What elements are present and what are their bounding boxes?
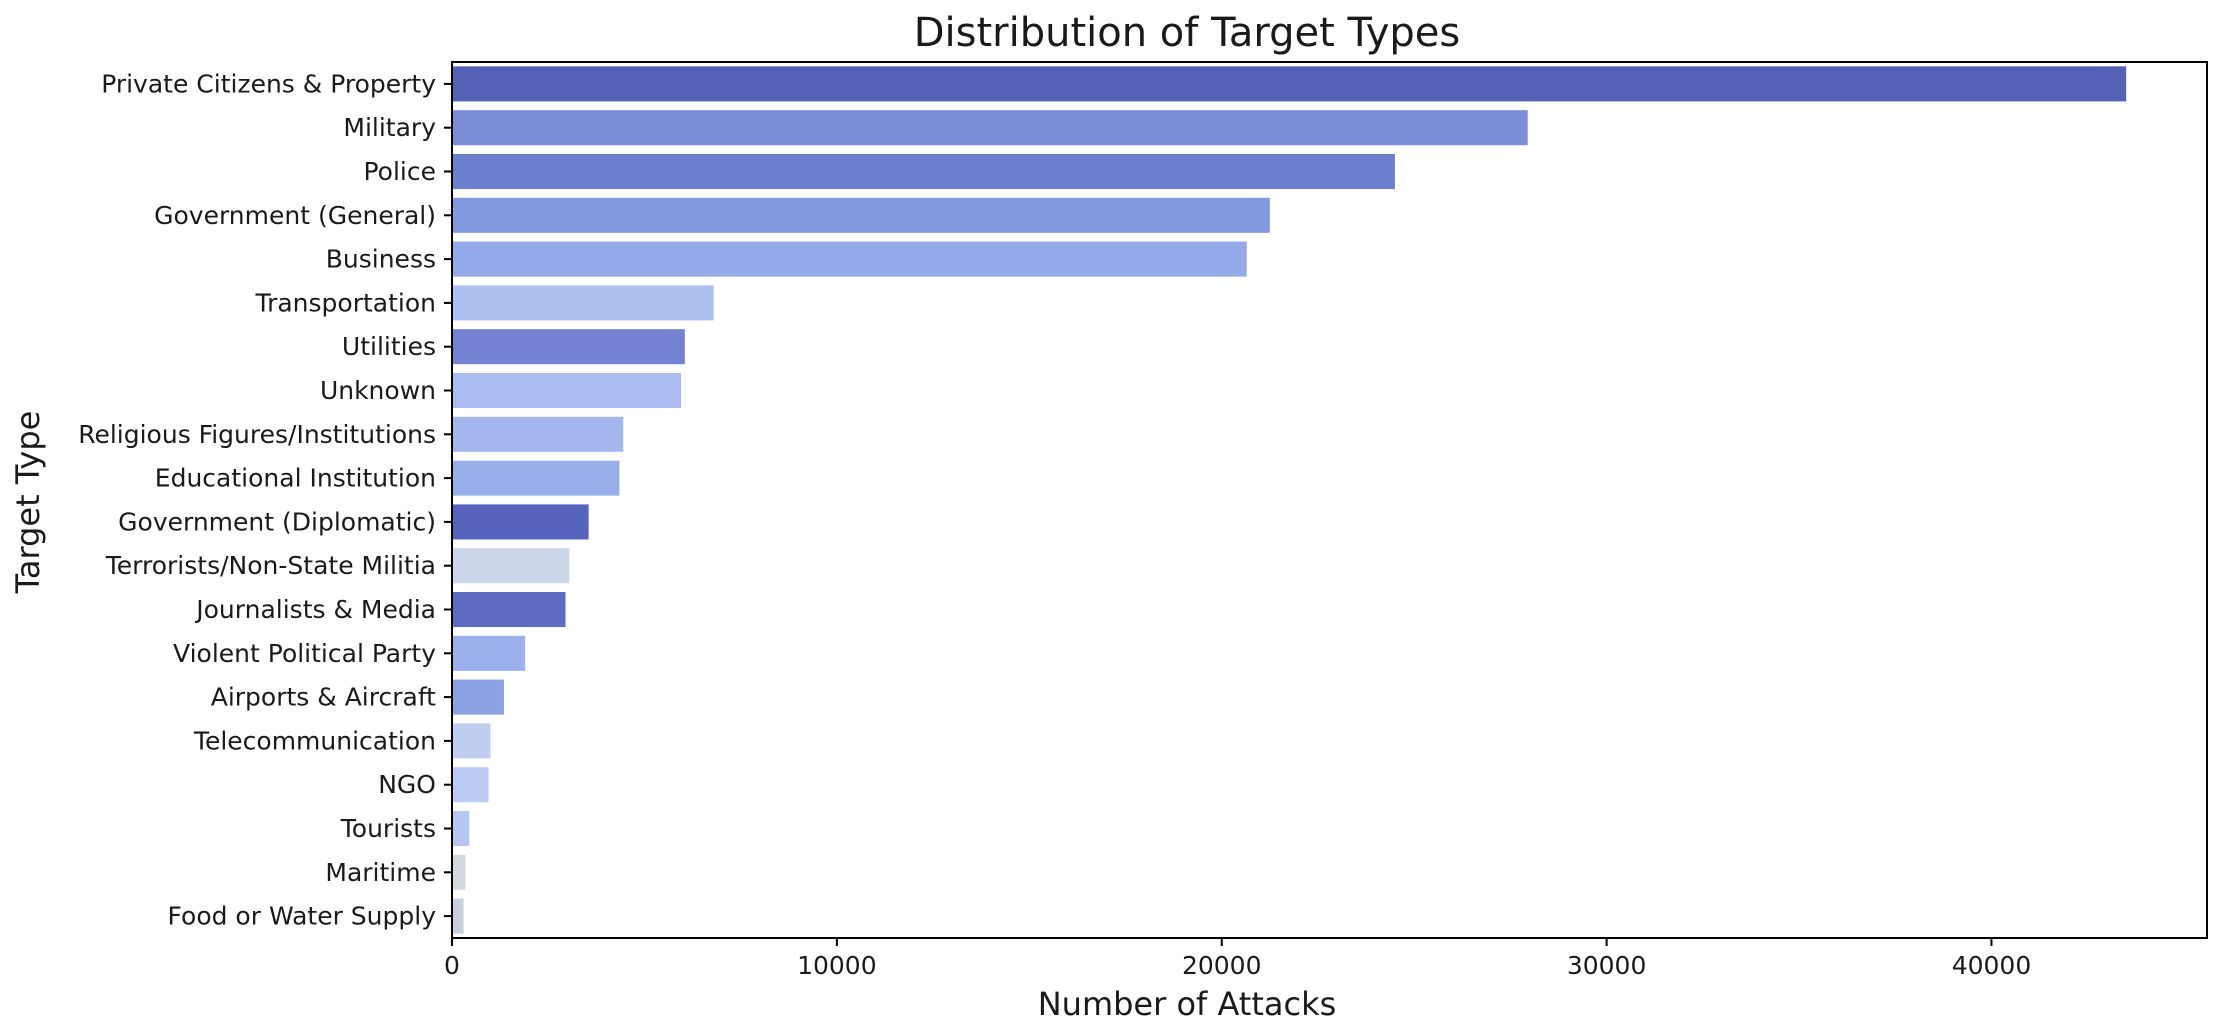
bar-military bbox=[452, 110, 1528, 146]
bar-government-diplomatic bbox=[452, 504, 589, 540]
bar-airports-aircraft bbox=[452, 679, 504, 715]
category-label: Government (General) bbox=[154, 201, 436, 230]
bar-unknown bbox=[452, 372, 681, 409]
bar-tourists bbox=[452, 810, 470, 847]
category-label: Terrorists/Non-State Militia bbox=[105, 551, 436, 580]
category-label: Military bbox=[343, 113, 436, 142]
bars-layer bbox=[452, 66, 2127, 934]
bar-police bbox=[452, 153, 1395, 190]
category-label: Business bbox=[326, 245, 436, 274]
category-label: Utilities bbox=[342, 332, 436, 361]
category-label: Transportation bbox=[254, 288, 436, 317]
bar-telecommunication bbox=[452, 723, 491, 759]
category-label: Religious Figures/Institutions bbox=[78, 420, 436, 449]
x-axis-ticks: 0 10000 20000 30000 40000 bbox=[444, 938, 2031, 980]
category-label: Violent Political Party bbox=[173, 639, 436, 668]
category-label: Unknown bbox=[320, 376, 436, 405]
category-label: Maritime bbox=[325, 858, 436, 887]
bar-transportation bbox=[452, 285, 714, 321]
category-label: Telecommunication bbox=[193, 726, 436, 755]
bar-government-general bbox=[452, 197, 1270, 233]
category-label: Educational Institution bbox=[155, 464, 436, 493]
bar-private-citizens-property bbox=[452, 66, 2127, 102]
category-label: Airports & Aircraft bbox=[211, 683, 436, 712]
bar-religious-figures-institutions bbox=[452, 416, 624, 452]
category-label: Tourists bbox=[340, 814, 436, 843]
bar-ngo bbox=[452, 767, 489, 803]
bar-utilities bbox=[452, 329, 685, 365]
category-label: Food or Water Supply bbox=[168, 902, 437, 931]
x-tick-label: 0 bbox=[444, 951, 460, 980]
category-label: NGO bbox=[378, 770, 436, 799]
bar-educational-institution bbox=[452, 460, 620, 496]
y-axis-label: Target Type bbox=[9, 411, 47, 595]
category-label: Government (Diplomatic) bbox=[118, 507, 436, 536]
bar-violent-political-party bbox=[452, 635, 526, 671]
bar-terrorists-non-state-militia bbox=[452, 548, 570, 584]
category-label: Journalists & Media bbox=[194, 595, 436, 624]
bar-maritime bbox=[452, 854, 466, 890]
bar-business bbox=[452, 241, 1247, 277]
bar-food-or-water-supply bbox=[452, 898, 464, 934]
category-label: Private Citizens & Property bbox=[101, 69, 436, 98]
category-label: Police bbox=[364, 157, 437, 186]
chart-title: Distribution of Target Types bbox=[914, 10, 1461, 56]
x-tick-label: 20000 bbox=[1182, 951, 1262, 980]
plot-frame bbox=[451, 61, 2208, 939]
x-tick-label: 40000 bbox=[1952, 951, 2032, 980]
x-tick-label: 30000 bbox=[1567, 951, 1647, 980]
x-axis-label: Number of Attacks bbox=[1038, 985, 1337, 1023]
bar-journalists-media bbox=[452, 591, 566, 628]
category-labels: Private Citizens & Property Military Polic… bbox=[78, 69, 452, 931]
x-tick-label: 10000 bbox=[797, 951, 877, 980]
